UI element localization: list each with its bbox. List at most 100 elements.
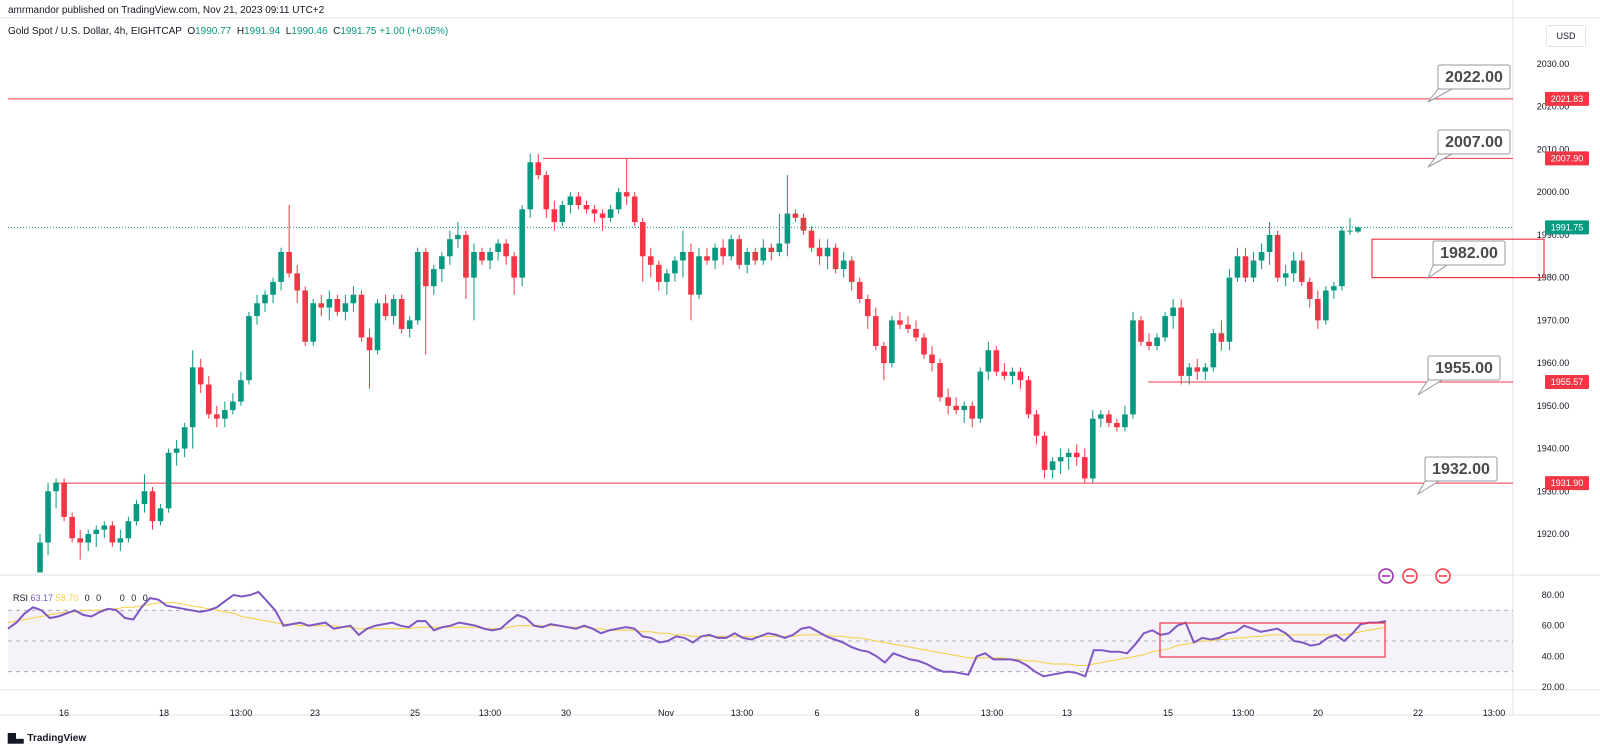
candle-body <box>1041 435 1048 470</box>
price-change: +1.00 (+0.05%) <box>379 26 449 37</box>
candle-body <box>294 273 300 291</box>
time-tick-label: 13:00 <box>981 708 1004 718</box>
candle-body <box>647 256 654 265</box>
price-badge-label: 1991.75 <box>1551 222 1584 232</box>
candle-body <box>133 504 140 522</box>
price-callout: 1955.00 <box>1417 355 1501 396</box>
candle-body <box>1339 230 1345 287</box>
candle-body <box>728 239 734 257</box>
callout-label: 1932.00 <box>1432 461 1490 478</box>
candle-body <box>736 239 742 265</box>
tv-logo-text: TradingView <box>27 733 87 744</box>
candle-body <box>205 384 212 415</box>
price-tick-label: 1980.00 <box>1537 273 1570 283</box>
candle-body <box>808 230 815 248</box>
candle-body <box>1025 380 1032 415</box>
candle-body <box>1178 307 1185 376</box>
candle-body <box>768 247 775 252</box>
us-flag-event-icon[interactable] <box>1435 568 1451 584</box>
candle-body <box>157 508 164 522</box>
price-tick-label: 1930.00 <box>1537 486 1570 496</box>
price-badge-label: 1955.57 <box>1551 377 1584 387</box>
tradingview-logo[interactable]: ▇▃ TradingView <box>8 733 86 744</box>
candle-body <box>913 328 919 338</box>
rsi-zero-1: 0 <box>84 593 90 603</box>
candle-body <box>672 260 678 274</box>
callout-label: 1955.00 <box>1435 360 1493 377</box>
symbol-title[interactable]: Gold Spot / U.S. Dollar, 4h, EIGHTCAP <box>8 26 182 37</box>
candle-body <box>326 299 333 308</box>
candle-body <box>85 534 92 543</box>
candle-body <box>832 247 839 270</box>
rsi-zero-5: 0 <box>142 593 148 603</box>
candle-body <box>350 294 357 304</box>
candle-body <box>1202 367 1209 372</box>
candle-body <box>1250 260 1257 278</box>
candle-body <box>680 252 686 261</box>
candle-body <box>93 529 100 534</box>
rsi-tick-label: 40.00 <box>1542 651 1565 661</box>
candle-body <box>173 448 180 453</box>
candle-body <box>1355 227 1361 232</box>
callout-pointer <box>1427 153 1453 168</box>
ohlc-close: C1991.75 <box>333 26 377 37</box>
candle-body <box>1089 418 1096 479</box>
callout-box <box>1437 129 1511 155</box>
currency-button[interactable]: USD <box>1546 25 1586 47</box>
candle-body <box>1306 281 1313 299</box>
us-flag-event-icon[interactable] <box>1402 568 1418 584</box>
candle-body <box>1298 260 1305 282</box>
time-tick-label: 13:00 <box>230 708 253 718</box>
price-tick-label: 2010.00 <box>1537 144 1570 154</box>
candle-body <box>430 269 437 287</box>
candle-body <box>905 324 911 329</box>
ohlc-low: L1990.46 <box>285 26 328 37</box>
candle-body <box>937 363 943 398</box>
time-tick-label: 16 <box>59 708 69 718</box>
rsi-ma-line <box>7 602 1387 666</box>
candle-body <box>575 196 582 205</box>
price-tick-label: 2030.00 <box>1537 59 1570 69</box>
time-tick-label: 15 <box>1163 708 1173 718</box>
rsi-tick-label: 20.00 <box>1542 682 1565 692</box>
candle-body <box>1170 307 1176 317</box>
candle-body <box>696 256 702 295</box>
flash-event-icon[interactable] <box>1378 568 1394 584</box>
candle-body <box>623 192 630 197</box>
candle-body <box>583 205 590 210</box>
candle-body <box>688 252 694 295</box>
price-callout: 2007.00 <box>1427 129 1511 168</box>
candle-body <box>1226 277 1233 342</box>
candle-body <box>374 303 381 351</box>
candle-body <box>664 273 670 282</box>
candle-body <box>1122 414 1128 428</box>
time-tick-label: 13:00 <box>731 708 754 718</box>
candle-body <box>254 303 260 317</box>
candle-body <box>422 252 429 287</box>
candle-body <box>1194 367 1201 372</box>
candle-body <box>310 303 317 342</box>
candle-body <box>1218 333 1225 342</box>
candle-body <box>414 252 421 321</box>
price-badge <box>1545 220 1589 235</box>
candle-body <box>278 252 284 282</box>
rsi-label[interactable]: RSI <box>13 593 29 603</box>
candle-body <box>53 482 59 492</box>
candle-body <box>1001 371 1008 376</box>
candle-body <box>439 256 445 270</box>
callout-box <box>1437 64 1511 90</box>
candle-body <box>1017 371 1024 381</box>
time-tick-label: 13:00 <box>479 708 502 718</box>
candle-body <box>406 320 413 329</box>
candle-body <box>567 196 574 205</box>
candle-body <box>479 252 485 261</box>
candle-body <box>286 252 292 274</box>
candle-body <box>1130 320 1136 415</box>
price-badge <box>1545 476 1589 491</box>
published-line: amrmandor published on TradingView.com, … <box>8 5 325 16</box>
rsi-line <box>7 590 1387 678</box>
rsi-tick-label: 60.00 <box>1542 621 1565 631</box>
symbol-legend: Gold Spot / U.S. Dollar, 4h, EIGHTCAP O1… <box>8 26 448 37</box>
time-tick-label: 23 <box>310 708 320 718</box>
